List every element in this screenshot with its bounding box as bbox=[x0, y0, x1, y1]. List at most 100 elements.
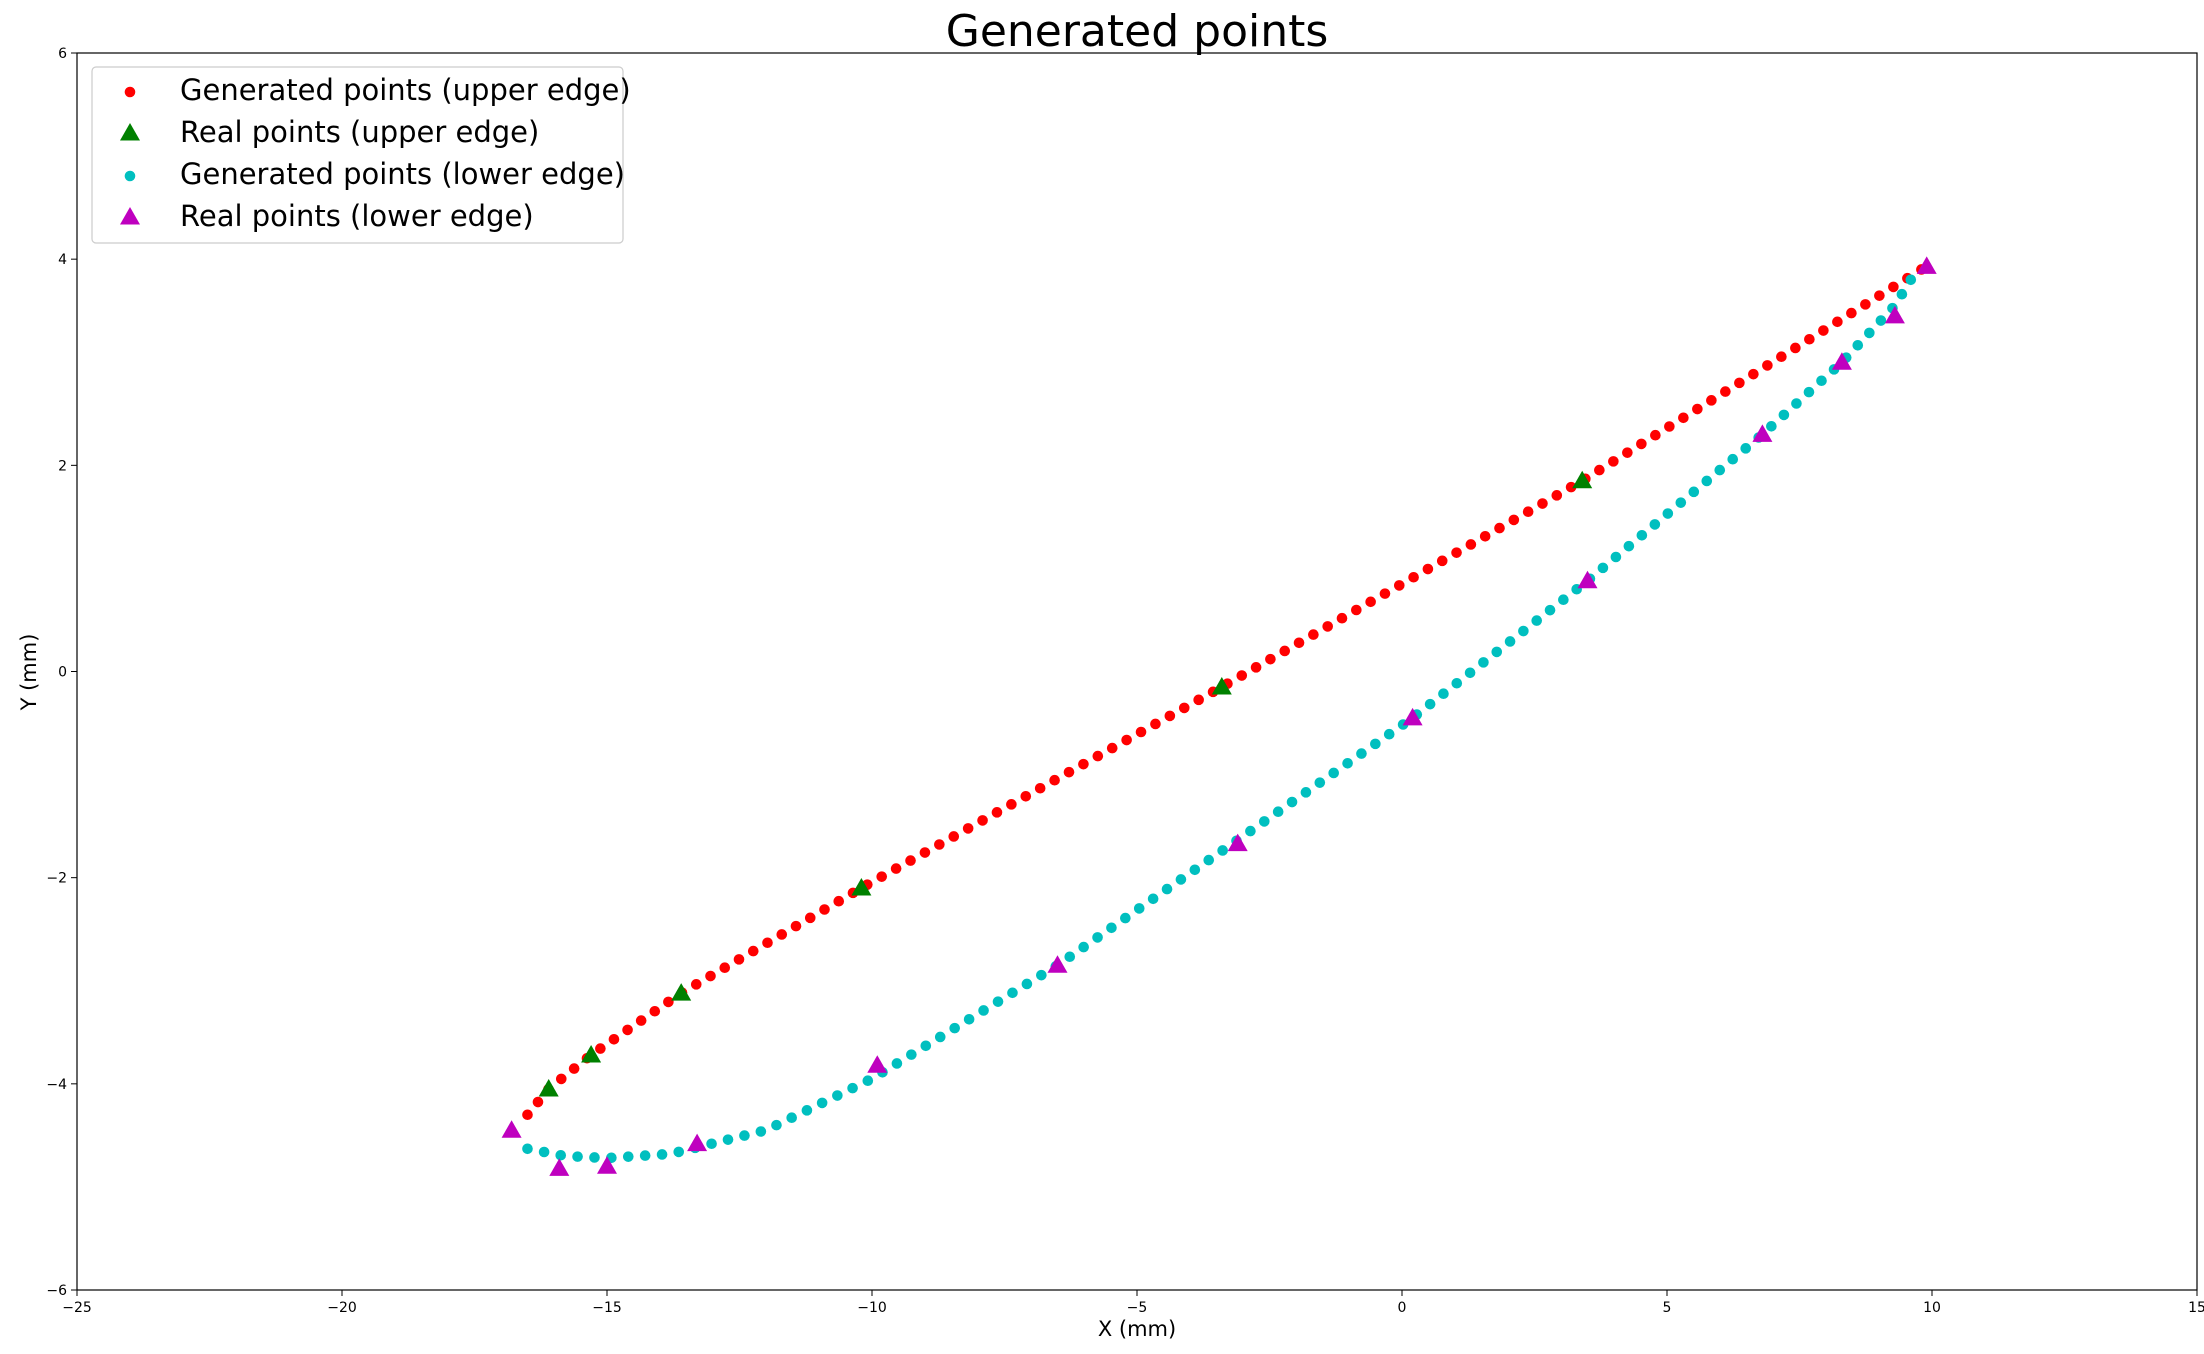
generated-point bbox=[1852, 339, 1864, 351]
generated-point bbox=[1272, 806, 1284, 818]
generated-point bbox=[622, 1151, 634, 1162]
generated-point bbox=[1864, 327, 1875, 339]
real-point bbox=[597, 1156, 617, 1174]
generated-point bbox=[1236, 670, 1248, 681]
generated-point bbox=[532, 1096, 544, 1108]
generated-point bbox=[1610, 551, 1622, 563]
generated-point bbox=[1034, 782, 1046, 794]
generated-point bbox=[1314, 777, 1326, 788]
real-point bbox=[1572, 470, 1593, 489]
generated-point bbox=[595, 1043, 606, 1054]
generated-point bbox=[1623, 540, 1635, 552]
generated-point bbox=[891, 1058, 903, 1069]
generated-point bbox=[568, 1063, 580, 1074]
generated-point bbox=[819, 904, 830, 915]
generated-point bbox=[1465, 539, 1477, 550]
generated-point bbox=[1161, 883, 1173, 895]
generated-point bbox=[522, 1143, 533, 1155]
generated-point bbox=[1537, 498, 1548, 509]
generated-point bbox=[1650, 429, 1661, 441]
generated-point bbox=[1714, 464, 1726, 476]
generated-point bbox=[1250, 662, 1262, 673]
generated-point bbox=[1531, 615, 1543, 626]
generated-point bbox=[978, 1005, 989, 1016]
x-tick-label: −15 bbox=[592, 1300, 622, 1316]
y-tick-label: −6 bbox=[46, 1283, 67, 1299]
real-point bbox=[1916, 256, 1937, 274]
generated-point bbox=[1818, 325, 1829, 336]
generated-point bbox=[538, 1146, 550, 1158]
x-tick-label: 10 bbox=[1923, 1300, 1941, 1316]
y-tick-label: 2 bbox=[58, 458, 67, 474]
generated-point bbox=[977, 815, 988, 826]
generated-point bbox=[1544, 604, 1556, 616]
generated-point bbox=[1558, 594, 1569, 606]
generated-point bbox=[1189, 864, 1201, 876]
legend-label: Real points (lower edge) bbox=[180, 199, 534, 233]
generated-point bbox=[1675, 497, 1687, 508]
real-point bbox=[1227, 833, 1248, 852]
generated-point bbox=[1727, 453, 1739, 465]
generated-point bbox=[1518, 625, 1529, 637]
generated-point bbox=[639, 1150, 651, 1161]
generated-point bbox=[690, 979, 702, 990]
legend-marker bbox=[124, 170, 136, 182]
generated-point bbox=[1491, 646, 1503, 658]
x-tick-label: −20 bbox=[327, 1300, 357, 1316]
generated-point bbox=[1175, 874, 1187, 885]
generated-point bbox=[1860, 299, 1871, 310]
generated-point bbox=[1365, 596, 1376, 608]
generated-point bbox=[949, 1022, 960, 1034]
generated-point bbox=[1436, 555, 1448, 567]
generated-point bbox=[1451, 547, 1462, 558]
generated-point bbox=[1688, 486, 1700, 498]
generated-point bbox=[1328, 767, 1340, 779]
generated-point bbox=[1078, 941, 1089, 953]
generated-point bbox=[1608, 456, 1619, 467]
y-axis: −6 −4 −2 0 2 4 6 bbox=[46, 46, 77, 1299]
generated-point bbox=[1063, 766, 1075, 778]
y-tick-label: −2 bbox=[46, 871, 67, 887]
real-point bbox=[549, 1158, 570, 1176]
generated-point bbox=[1701, 475, 1713, 487]
generated-point bbox=[919, 847, 931, 858]
real-point bbox=[1752, 424, 1773, 442]
generated-point bbox=[948, 831, 960, 842]
generated-point bbox=[832, 1090, 843, 1101]
generated-point bbox=[1135, 726, 1147, 738]
real-point bbox=[501, 1120, 522, 1138]
real-point bbox=[1402, 707, 1423, 726]
generated-point bbox=[1649, 519, 1661, 530]
generated-point bbox=[862, 1075, 874, 1087]
generated-point bbox=[1147, 893, 1159, 905]
series-0 bbox=[522, 264, 1927, 1121]
generated-point bbox=[705, 970, 716, 982]
generated-point bbox=[1896, 288, 1908, 300]
generated-point bbox=[963, 1014, 975, 1025]
generated-point bbox=[663, 996, 674, 1008]
generated-point bbox=[991, 807, 1003, 818]
legend: Generated points (upper edge) Real points… bbox=[91, 66, 631, 244]
real-point bbox=[671, 983, 692, 1001]
generated-point bbox=[1692, 403, 1703, 415]
real-point bbox=[1047, 955, 1068, 973]
generated-point bbox=[1636, 438, 1647, 450]
real-point bbox=[1577, 570, 1598, 589]
generated-point bbox=[1438, 688, 1449, 699]
generated-point bbox=[1522, 506, 1534, 518]
generated-point bbox=[1217, 845, 1228, 856]
x-axis: −25 −20 −15 −10 −5 0 5 10 15 bbox=[62, 1290, 2204, 1316]
generated-point bbox=[1379, 588, 1391, 599]
generated-point bbox=[1178, 702, 1190, 714]
generated-point bbox=[1762, 360, 1773, 371]
generated-point bbox=[1424, 698, 1436, 710]
generated-point bbox=[1036, 969, 1047, 981]
generated-point bbox=[722, 1134, 734, 1145]
legend-marker bbox=[120, 207, 140, 225]
y-axis-label: Y (mm) bbox=[17, 634, 41, 712]
generated-point bbox=[992, 996, 1004, 1007]
legend-label: Generated points (upper edge) bbox=[180, 73, 631, 107]
generated-point bbox=[1120, 912, 1131, 924]
generated-point bbox=[635, 1015, 647, 1026]
legend-label: Generated points (lower edge) bbox=[180, 157, 625, 191]
